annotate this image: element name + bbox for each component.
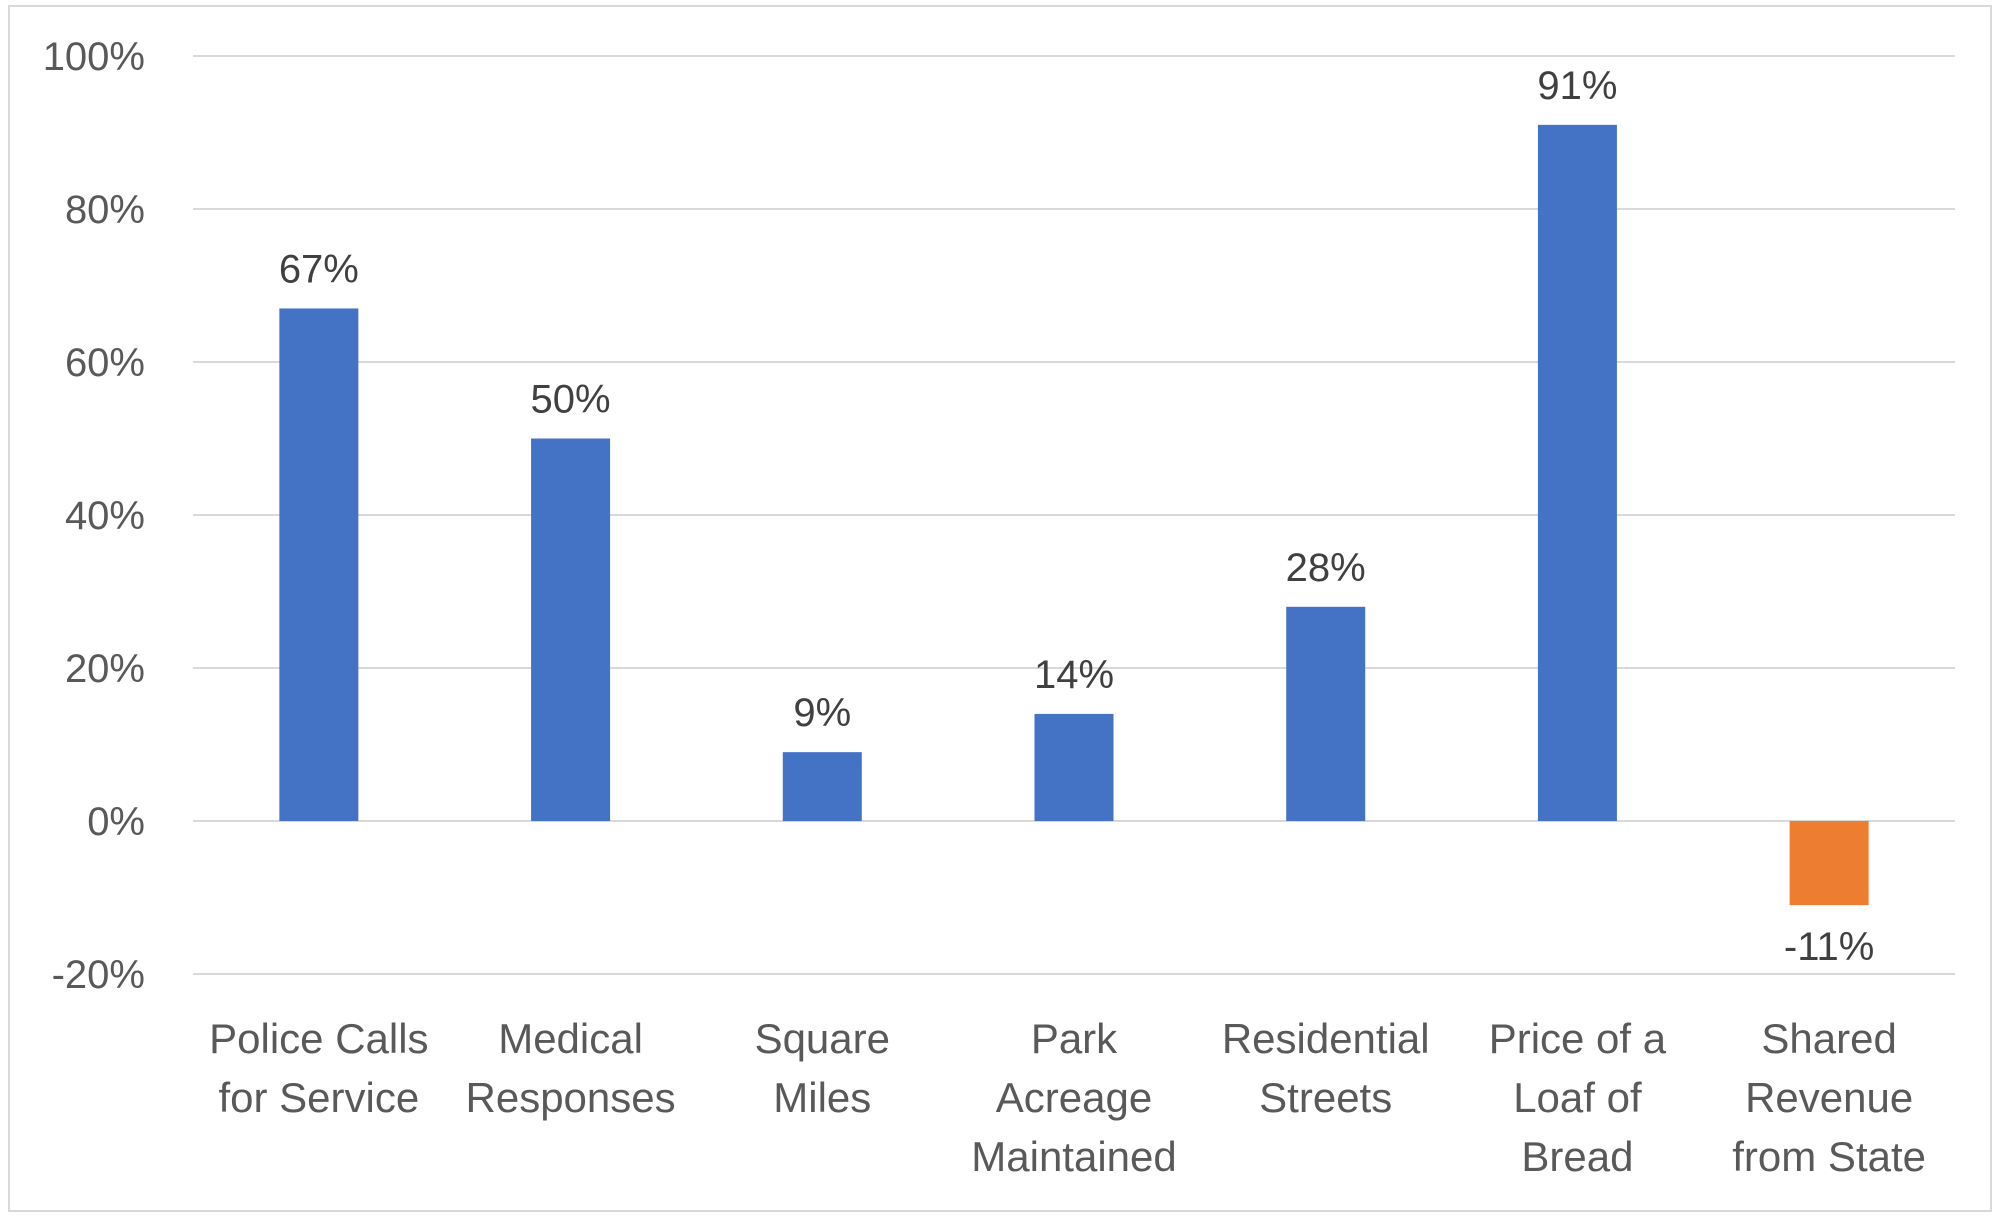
bar (782, 752, 862, 821)
y-tick-label: 60% (65, 341, 145, 385)
bar-chart: 100% 80% 60% 40% 20% 0% -20% 67% 50% 9% 14% 28% 91%… (43, 35, 1955, 1180)
category-label: Medical Responses (466, 1015, 676, 1121)
category-label: Residential Streets (1222, 1015, 1430, 1121)
data-label: 50% (531, 378, 611, 422)
bar (1537, 124, 1617, 822)
y-tick-label: 100% (43, 35, 145, 79)
y-tick-label: -20% (52, 953, 145, 997)
data-label: 91% (1537, 64, 1617, 108)
y-tick-label: 40% (65, 494, 145, 538)
bar (1789, 821, 1869, 906)
data-label: 67% (279, 247, 359, 291)
data-label: 14% (1034, 653, 1114, 697)
bar (279, 308, 359, 821)
bar (1286, 606, 1366, 821)
y-tick-label: 0% (87, 800, 145, 844)
gridlines (193, 55, 1955, 975)
data-label: 9% (793, 691, 851, 735)
data-labels: 67% 50% 9% 14% 28% 91% -11% (279, 64, 1875, 969)
chart-frame: 100% 80% 60% 40% 20% 0% -20% 67% 50% 9% 14% 28% 91%… (8, 5, 1992, 1212)
data-label: -11% (1784, 925, 1874, 969)
x-axis-category-labels: Police Calls for Service Medical Responses S… (209, 1015, 1926, 1180)
bars (279, 124, 1869, 906)
y-axis-tick-labels: 100% 80% 60% 40% 20% 0% -20% (43, 35, 145, 997)
category-label: Square Miles (755, 1015, 890, 1121)
bar (1034, 713, 1114, 821)
category-label: Price of a Loaf of Bread (1489, 1015, 1667, 1180)
category-label: Park Acreage Maintained (971, 1015, 1176, 1180)
y-tick-label: 80% (65, 188, 145, 232)
data-label: 28% (1286, 546, 1366, 590)
y-tick-label: 20% (65, 647, 145, 691)
bar (531, 438, 611, 821)
category-label: Shared Revenue from State (1732, 1015, 1926, 1180)
category-label: Police Calls for Service (209, 1015, 428, 1121)
